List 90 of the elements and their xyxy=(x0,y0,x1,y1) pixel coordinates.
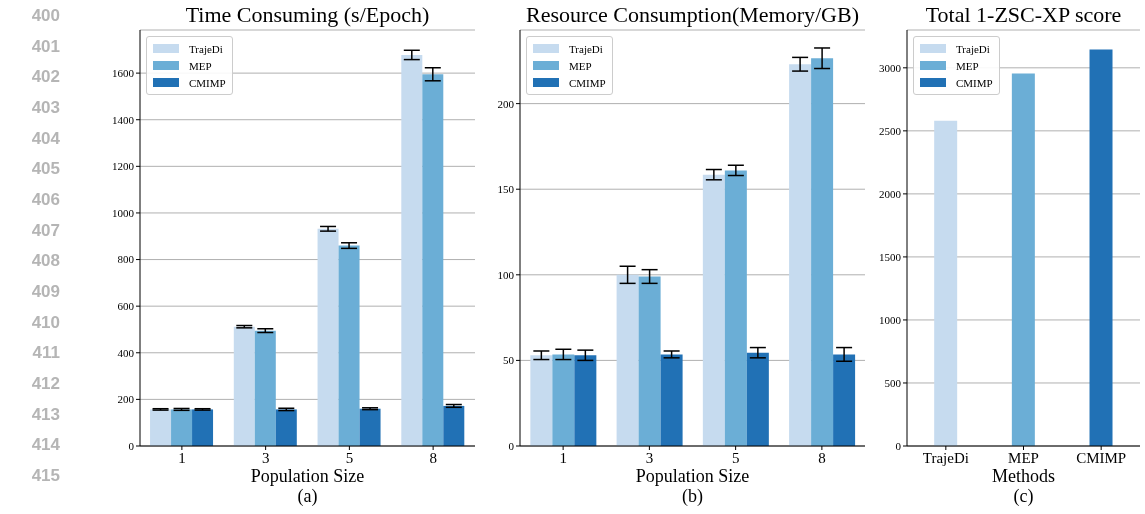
chart-title: Resource Consumption(Memory/GB) xyxy=(525,2,860,28)
bar xyxy=(150,409,172,446)
x-tick-label: 3 xyxy=(261,449,270,466)
y-tick-label: 0 xyxy=(128,439,135,452)
bar xyxy=(317,228,339,446)
y-tick-label: 1000 xyxy=(112,206,135,219)
bar xyxy=(702,174,725,446)
text: 401 xyxy=(30,36,60,57)
y-tick-label: 200 xyxy=(497,97,515,110)
x-tick-label: 5 xyxy=(731,449,740,466)
bar xyxy=(233,326,255,446)
x-axis-title: Population Size xyxy=(249,466,366,486)
text: 409 xyxy=(30,281,60,302)
y-tick-label: 1200 xyxy=(112,160,135,173)
y-tick-label: 200 xyxy=(117,393,135,406)
bar xyxy=(574,355,597,446)
bar xyxy=(811,58,834,446)
y-tick-label: 1400 xyxy=(112,113,135,126)
y-tick-label: 150 xyxy=(497,183,515,196)
x-tick-label: CMIMP xyxy=(1076,449,1127,466)
bar xyxy=(275,409,297,446)
legend-label: CMIMP xyxy=(569,76,606,89)
bar xyxy=(724,170,747,446)
y-tick-label: 0 xyxy=(895,439,902,452)
x-axis-title: Methods xyxy=(991,466,1056,486)
bar xyxy=(192,409,214,446)
bar xyxy=(254,330,276,446)
bar xyxy=(443,405,465,446)
chart-title: Time Consuming (s/Epoch) xyxy=(184,2,431,28)
text: 406 xyxy=(30,189,60,210)
text: 404 xyxy=(30,128,60,149)
legend-label: TrajeDi xyxy=(189,42,223,55)
legend-label: MEP xyxy=(189,59,212,72)
bar xyxy=(789,64,812,446)
legend-label: MEP xyxy=(569,59,592,72)
bar xyxy=(552,354,575,446)
text: 407 xyxy=(30,220,60,241)
x-tick-label: 8 xyxy=(818,449,826,466)
text: 403 xyxy=(30,97,60,118)
bar xyxy=(530,355,553,446)
text: 410 xyxy=(30,312,60,333)
y-tick-label: 1600 xyxy=(112,67,135,80)
x-axis-title: Population Size xyxy=(634,466,751,486)
legend-label: TrajeDi xyxy=(569,42,603,55)
y-tick-label: 100 xyxy=(497,268,515,281)
text: 414 xyxy=(30,435,60,456)
legend-label: MEP xyxy=(956,59,979,72)
text: 412 xyxy=(30,373,60,394)
legend-label: CMIMP xyxy=(189,76,226,89)
chart-title: Total 1-ZSC-XP score xyxy=(924,2,1123,28)
legend-label: TrajeDi xyxy=(956,42,990,55)
bar xyxy=(338,245,360,446)
bar xyxy=(401,54,423,446)
text: 413 xyxy=(30,404,60,425)
text: 411 xyxy=(31,343,60,364)
y-tick-label: 1000 xyxy=(879,313,902,326)
bar xyxy=(422,74,444,446)
x-tick-label: 1 xyxy=(178,449,186,466)
x-tick-label: 3 xyxy=(645,449,654,466)
text: (a) xyxy=(296,486,319,506)
y-tick-label: 400 xyxy=(117,346,135,359)
bar xyxy=(359,408,381,446)
bar xyxy=(638,276,661,446)
x-tick-label: 8 xyxy=(429,449,437,466)
x-tick-label: MEP xyxy=(1008,449,1039,466)
y-tick-label: 800 xyxy=(117,253,135,266)
bar xyxy=(616,274,639,446)
y-tick-label: 1500 xyxy=(879,250,902,263)
y-tick-label: 600 xyxy=(117,300,135,313)
text: 405 xyxy=(30,159,60,180)
y-tick-label: 500 xyxy=(884,376,902,389)
y-tick-label: 50 xyxy=(503,354,515,367)
bar xyxy=(660,354,683,446)
text: (c) xyxy=(1012,486,1035,506)
x-tick-label: TrajeDi xyxy=(922,449,969,466)
x-tick-label: 1 xyxy=(559,449,567,466)
bar xyxy=(171,409,193,446)
text: (b) xyxy=(681,486,704,506)
text: 400 xyxy=(30,6,60,26)
text: 408 xyxy=(30,251,60,272)
text: 415 xyxy=(30,465,60,486)
bar xyxy=(833,354,856,446)
bar xyxy=(746,352,769,446)
y-tick-label: 0 xyxy=(508,439,515,452)
y-tick-label: 2000 xyxy=(879,187,902,200)
x-tick-label: 5 xyxy=(345,449,354,466)
y-tick-label: 3000 xyxy=(879,61,902,74)
y-tick-label: 2500 xyxy=(879,124,902,137)
legend-label: CMIMP xyxy=(956,76,993,89)
text: 402 xyxy=(30,67,60,88)
